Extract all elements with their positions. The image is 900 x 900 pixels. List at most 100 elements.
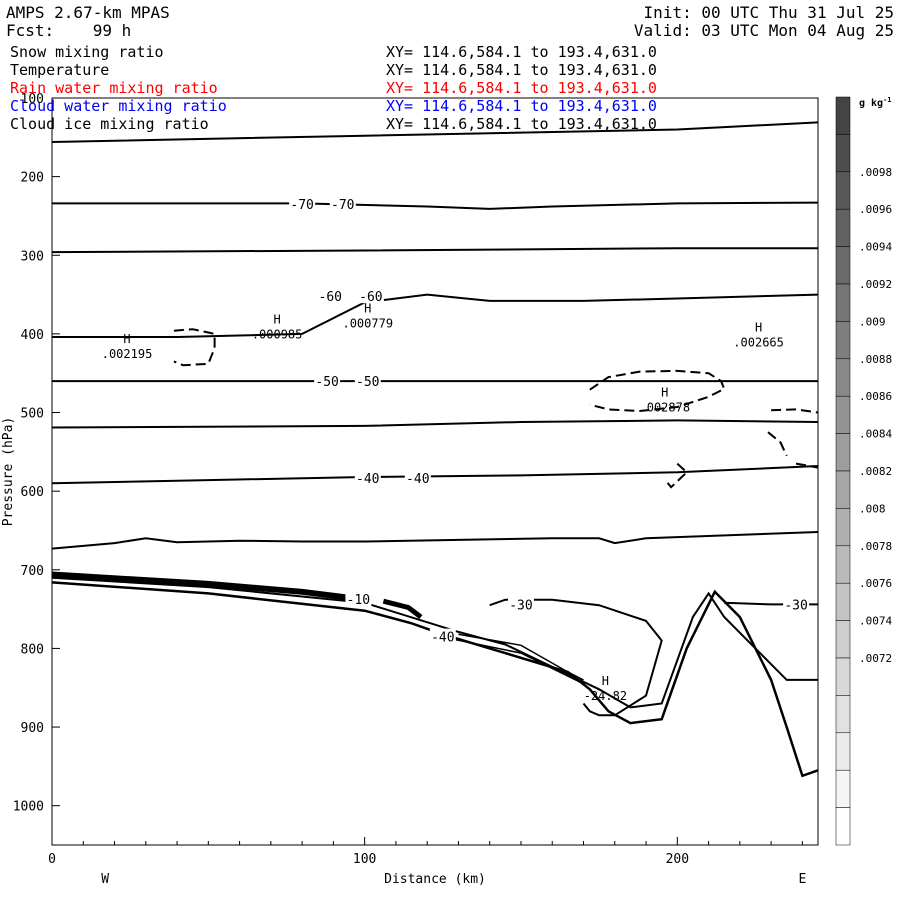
field-xy: XY= 114.6,584.1 to 193.4,631.0: [386, 97, 657, 115]
colorbar-label: .0074: [859, 615, 892, 628]
colorbar-bin: [835, 470, 851, 509]
colorbar-bin: [835, 246, 851, 285]
isotherm-line: [51, 247, 818, 254]
y-tick-label: 700: [21, 564, 44, 579]
high-value: -24.82: [584, 689, 627, 703]
colorbar-label: .0086: [859, 390, 892, 403]
dashed-contour: [664, 462, 689, 489]
dashed-contour: [771, 408, 819, 414]
high-marker: H: [602, 674, 609, 688]
colorbar-bin: [835, 620, 851, 659]
colorbar-bin: [835, 807, 851, 846]
high-value: .002195: [102, 347, 153, 361]
field-xy: XY= 114.6,584.1 to 193.4,631.0: [386, 43, 657, 61]
colorbar-label: .0072: [859, 652, 892, 665]
colorbar-unit: g kg-1: [859, 96, 892, 109]
high-marker: H: [123, 332, 130, 346]
x-tick-label: 200: [666, 852, 689, 867]
y-tick-label: 200: [21, 171, 44, 186]
field-name: Rain water mixing ratio: [10, 79, 218, 97]
high-value: .002878: [640, 401, 691, 415]
isotherm-label: -70: [331, 198, 354, 213]
colorbar-bin: [835, 582, 851, 621]
x-tick-label: 0: [48, 852, 56, 867]
dashed-contour: [767, 431, 788, 457]
colorbar-bin: [835, 732, 851, 771]
dense-contour-band: [51, 571, 353, 602]
high-value: .002665: [733, 335, 784, 349]
colorbar-bin: [835, 433, 851, 472]
y-tick-label: 500: [21, 407, 44, 422]
isotherm-label: -30: [784, 598, 807, 613]
colorbar-label: .008: [859, 502, 886, 515]
field-xy: XY= 114.6,584.1 to 193.4,631.0: [386, 79, 657, 97]
isotherm-label-bg: [354, 469, 381, 485]
isotherm-label: -70: [290, 198, 313, 213]
field-name: Cloud water mixing ratio: [10, 97, 227, 115]
high-marker: H: [755, 320, 762, 334]
contours: [51, 121, 819, 778]
y-tick-label: 800: [21, 642, 44, 657]
colorbar-bin: [835, 358, 851, 397]
isotherm-line: [52, 293, 819, 338]
y-tick-label: 100: [21, 92, 44, 107]
field-name: Cloud ice mixing ratio: [10, 115, 209, 133]
colorbar-bin: [835, 321, 851, 360]
dashed-contour: [795, 462, 819, 469]
y-tick-label: 300: [21, 249, 44, 264]
colorbar-label: .0088: [859, 353, 892, 366]
isotherm-line: [452, 638, 584, 685]
colorbar: .0098 .0096 .0094 .0092 .009 .0088 .0086 .0084.…: [835, 96, 892, 846]
high-value: .000779: [342, 317, 393, 331]
colorbar-label: .0082: [859, 465, 892, 478]
isotherm-label-bg: [507, 596, 534, 612]
high-marker: H: [661, 386, 668, 400]
colorbar-bin: [835, 508, 851, 547]
isotherm-line: [51, 465, 819, 485]
isotherm-label-bg: [429, 628, 456, 644]
colorbar-bin: [835, 395, 851, 434]
isotherm-label: -40: [356, 472, 379, 487]
isotherm-label-bg: [354, 373, 381, 389]
forecast-hour: Fcst: 99 h: [6, 21, 132, 40]
dashed-contour: [589, 369, 726, 413]
isotherm-line: [51, 531, 819, 550]
isotherm-label: -50: [315, 375, 338, 390]
isotherm-label-bg: [357, 288, 384, 304]
dashed-contour: [173, 328, 216, 367]
high-value: .000985: [252, 328, 303, 342]
axes: 100 200 300 400 500 600 700 800 900 1000 0 100 200 Di…: [1, 92, 819, 887]
colorbar-bin: [835, 171, 851, 210]
colorbar-bin: [835, 283, 851, 322]
colorbar-bin: [835, 545, 851, 584]
colorbar-bin: [835, 208, 851, 247]
y-tick-label: 1000: [13, 800, 44, 815]
isotherm-label-bg: [345, 590, 372, 606]
x-axis-label: Distance (km): [384, 872, 486, 887]
field-xy: XY= 114.6,584.1 to 193.4,631.0: [386, 61, 657, 79]
colorbar-label: .0078: [859, 540, 892, 553]
colorbar-bin: [835, 657, 851, 696]
field-xy: XY= 114.6,584.1 to 193.4,631.0: [386, 115, 657, 133]
init-time: Init: 00 UTC Thu 31 Jul 25: [643, 3, 894, 22]
x-tick-label: 100: [353, 852, 376, 867]
isotherm-label: -40: [406, 472, 429, 487]
colorbar-label: .0076: [859, 577, 892, 590]
colorbar-bin: [835, 96, 851, 135]
isotherm-label: -50: [356, 375, 379, 390]
y-tick-label: 900: [21, 721, 44, 736]
isotherm-label-bg: [317, 288, 344, 304]
direction-west: W: [101, 872, 109, 887]
terrain-line: [51, 581, 819, 778]
colorbar-label: .0096: [859, 203, 892, 216]
isotherm-label: -40: [431, 631, 454, 646]
isotherm-label: -30: [509, 598, 532, 613]
colorbar-label: .0094: [859, 241, 892, 254]
y-axis-label: Pressure (hPa): [1, 417, 16, 527]
isotherm-label: -10: [347, 593, 370, 608]
isotherm-label-bg: [404, 469, 431, 485]
colorbar-label: .0092: [859, 278, 892, 291]
contour-labels: -70 -70-60 -60-50 -50-40 -40-30 -30-40-10H.00…: [102, 196, 810, 703]
valid-time: Valid: 03 UTC Mon 04 Aug 25: [633, 21, 894, 40]
y-tick-label: 400: [21, 328, 44, 343]
